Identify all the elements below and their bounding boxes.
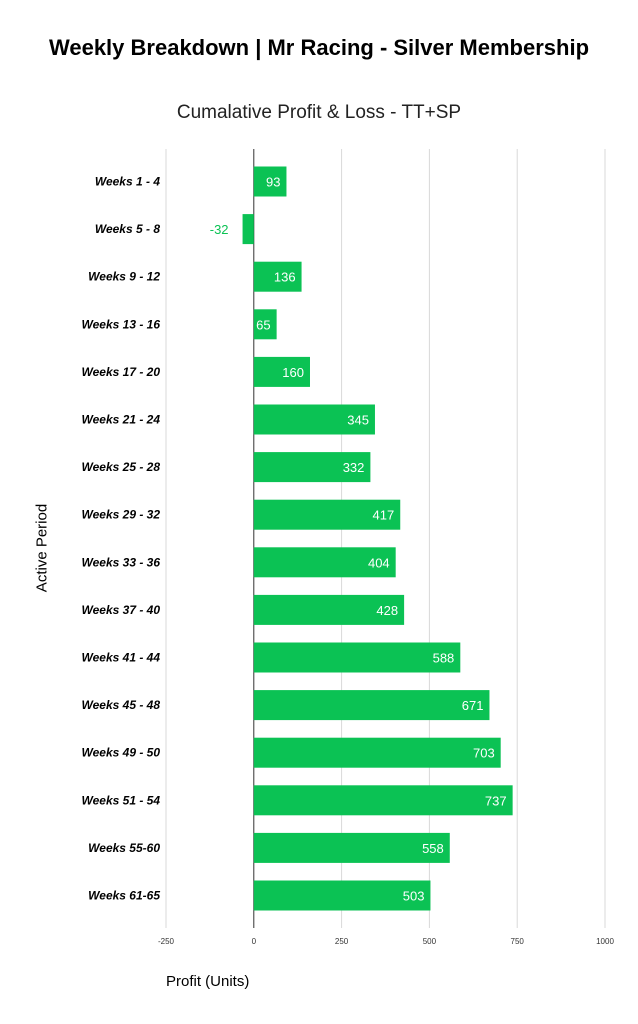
y-tick-label: Weeks 1 - 4 xyxy=(95,175,160,189)
bar xyxy=(253,832,450,863)
bar xyxy=(253,642,461,673)
y-tick-label: Weeks 45 - 48 xyxy=(82,698,161,712)
bar xyxy=(253,261,302,292)
chart-title: Weekly Breakdown | Mr Racing - Silver Me… xyxy=(48,35,590,60)
x-tick-label: 0 xyxy=(252,937,257,946)
y-tick-label: Weeks 49 - 50 xyxy=(82,746,161,760)
data-label: 345 xyxy=(347,413,369,428)
y-tick-label: Weeks 13 - 16 xyxy=(82,317,161,331)
bar xyxy=(242,214,254,245)
data-label: 332 xyxy=(343,460,365,475)
data-label: 737 xyxy=(485,793,507,808)
data-label: 703 xyxy=(473,746,495,761)
y-tick-label: Weeks 51 - 54 xyxy=(82,793,161,807)
data-label: -32 xyxy=(210,222,229,237)
x-tick-label: 750 xyxy=(511,937,525,946)
y-tick-label: Weeks 9 - 12 xyxy=(88,270,160,284)
x-tick-label: 250 xyxy=(335,937,349,946)
y-tick-label: Weeks 37 - 40 xyxy=(82,603,161,617)
bar xyxy=(253,166,287,197)
y-tick-label: Weeks 21 - 24 xyxy=(82,413,161,427)
data-label: 65 xyxy=(256,317,270,332)
chart-subtitle: Cumalative Profit & Loss - TT+SP xyxy=(176,102,462,123)
bar xyxy=(253,356,310,387)
data-label: 558 xyxy=(422,841,444,856)
data-label: 588 xyxy=(433,651,455,666)
bar xyxy=(253,690,490,721)
y-tick-label: Weeks 41 - 44 xyxy=(82,651,161,665)
data-label: 136 xyxy=(274,270,296,285)
bar xyxy=(253,309,277,340)
bar xyxy=(253,737,501,768)
y-tick-label: Weeks 55-60 xyxy=(88,841,160,855)
bar xyxy=(253,547,396,578)
bar xyxy=(253,404,375,435)
x-tick-label: 500 xyxy=(423,937,437,946)
data-label: 671 xyxy=(462,698,484,713)
y-tick-label: Weeks 5 - 8 xyxy=(95,222,160,236)
data-label: 93 xyxy=(266,175,280,190)
x-tick-label: 1000 xyxy=(596,937,614,946)
bar xyxy=(253,880,431,911)
data-label: 417 xyxy=(373,508,395,523)
bar xyxy=(253,452,371,483)
bar xyxy=(253,785,513,816)
x-tick-label: -250 xyxy=(158,937,175,946)
data-label: 503 xyxy=(403,889,425,904)
data-label: 428 xyxy=(376,603,398,618)
data-label: 160 xyxy=(282,365,304,380)
data-label: 404 xyxy=(368,555,390,570)
y-tick-label: Weeks 61-65 xyxy=(88,889,160,903)
y-tick-label: Weeks 17 - 20 xyxy=(82,365,161,379)
bar xyxy=(253,499,401,530)
y-tick-label: Weeks 25 - 28 xyxy=(82,460,161,474)
y-tick-label: Weeks 29 - 32 xyxy=(82,508,161,522)
y-tick-label: Weeks 33 - 36 xyxy=(82,555,161,569)
bar xyxy=(253,594,405,625)
x-axis-label: Profit (Units) xyxy=(166,973,250,990)
